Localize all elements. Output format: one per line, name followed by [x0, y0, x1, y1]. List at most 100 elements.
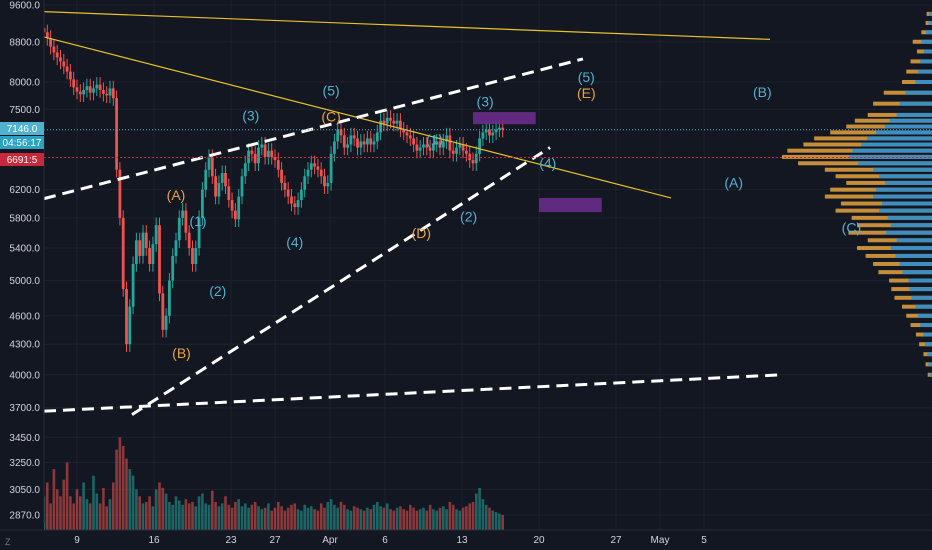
- candle-body: [184, 210, 188, 233]
- volume-bar: [277, 501, 280, 530]
- candle-body: [488, 129, 491, 136]
- volume-bar: [234, 501, 237, 530]
- volume-bar: [435, 510, 438, 530]
- volume-profile-bar-inner: [873, 194, 932, 199]
- volume-bar: [240, 506, 244, 530]
- volume-bar: [418, 509, 422, 530]
- candle-body: [217, 182, 221, 197]
- wave-label: (D): [412, 225, 431, 241]
- candle-body: [154, 225, 158, 245]
- candle-body: [82, 90, 85, 95]
- candle-body: [432, 144, 435, 151]
- candle-body: [125, 289, 128, 345]
- volume-bar: [82, 482, 85, 530]
- volume-bar: [336, 507, 339, 530]
- price-tick-label: 6200.0: [9, 185, 40, 196]
- candle-body: [415, 144, 419, 151]
- wave-label: (A): [724, 175, 743, 191]
- candle-body: [194, 248, 198, 264]
- volume-profile-bar-inner: [884, 180, 932, 185]
- wave-label: (E): [577, 85, 596, 101]
- candle-body: [151, 244, 155, 264]
- candle-body: [323, 176, 326, 187]
- volume-bar: [164, 493, 168, 530]
- wave-label: (C): [321, 108, 340, 124]
- candle-body: [72, 79, 76, 88]
- volume-bar: [442, 506, 445, 530]
- target-box: [473, 112, 536, 125]
- volume-bar: [158, 482, 161, 530]
- candle-body: [465, 150, 468, 154]
- price-axis[interactable]: [0, 0, 45, 550]
- volume-bar: [85, 499, 89, 530]
- wave-label: (B): [172, 345, 191, 361]
- volume-bar: [112, 482, 115, 530]
- candle-body: [118, 169, 122, 218]
- volume-profile-bar-inner: [876, 187, 932, 192]
- last-price-badge: [0, 122, 44, 135]
- volume-bar: [448, 501, 452, 530]
- candle-body: [250, 150, 254, 154]
- candle-body: [257, 147, 260, 164]
- time-axis[interactable]: [0, 529, 932, 550]
- volume-bar: [326, 501, 330, 530]
- volume-bar: [197, 496, 201, 530]
- wave-label: (5): [323, 82, 340, 98]
- volume-bar: [412, 507, 415, 530]
- volume-bar: [75, 489, 79, 530]
- candle-body: [111, 88, 115, 99]
- volume-bar: [339, 501, 343, 530]
- volume-bar: [498, 513, 501, 530]
- candle-body: [141, 232, 145, 256]
- candle-body: [359, 141, 363, 148]
- wave-label: (4): [286, 234, 303, 250]
- candle-body: [498, 127, 501, 130]
- volume-bar: [445, 509, 448, 530]
- volume-bar: [319, 503, 323, 530]
- volume-bar: [425, 510, 429, 530]
- volume-bar: [478, 487, 481, 530]
- volume-profile-bar-inner: [928, 20, 932, 25]
- candle-body: [177, 217, 181, 241]
- volume-profile-bar-inner: [929, 372, 932, 377]
- candle-body: [280, 169, 283, 183]
- time-tick-label: 6: [382, 535, 388, 546]
- candle-body: [135, 240, 138, 264]
- volume-bar: [293, 503, 297, 530]
- volume-bar: [230, 507, 234, 530]
- volume-profile-bar-inner: [887, 215, 932, 220]
- candle-body: [164, 315, 168, 330]
- volume-bar: [135, 489, 138, 530]
- candle-body: [230, 200, 234, 211]
- volume-profile-bar-inner: [908, 278, 932, 283]
- candle-body: [191, 248, 194, 264]
- volume-bar: [306, 507, 310, 530]
- candle-body: [379, 120, 382, 133]
- volume-bar: [247, 507, 250, 530]
- candle-body: [382, 120, 386, 124]
- volume-bar: [145, 501, 148, 530]
- volume-profile-bar-inner: [890, 246, 932, 251]
- time-tick-label: 27: [610, 535, 622, 546]
- candle-body: [290, 196, 293, 204]
- volume-profile-bar-inner: [858, 161, 932, 166]
- candle-body: [88, 86, 92, 93]
- volume-bar: [138, 496, 141, 530]
- wave-labels: (A)(1)(B)(2)(3)(4)(5)(C)(1)(D)(2)(3)(4)(…: [167, 69, 861, 361]
- volume-profile-bar-inner: [902, 270, 932, 275]
- candle-body: [98, 84, 102, 91]
- volume-bar: [349, 510, 353, 530]
- price-tick-label: 5000.0: [9, 276, 40, 287]
- candle-body: [283, 182, 287, 190]
- marked-price-badge: [0, 153, 44, 166]
- wave-label: (3): [477, 93, 494, 109]
- candle-body: [62, 61, 66, 67]
- candle-body: [402, 129, 406, 133]
- volume-bar: [392, 510, 396, 530]
- volume-bar: [438, 507, 442, 530]
- volume-bar: [105, 506, 108, 530]
- candle-body: [121, 217, 125, 290]
- volume-profile-bar-inner: [899, 261, 932, 266]
- volume-bar: [267, 503, 270, 530]
